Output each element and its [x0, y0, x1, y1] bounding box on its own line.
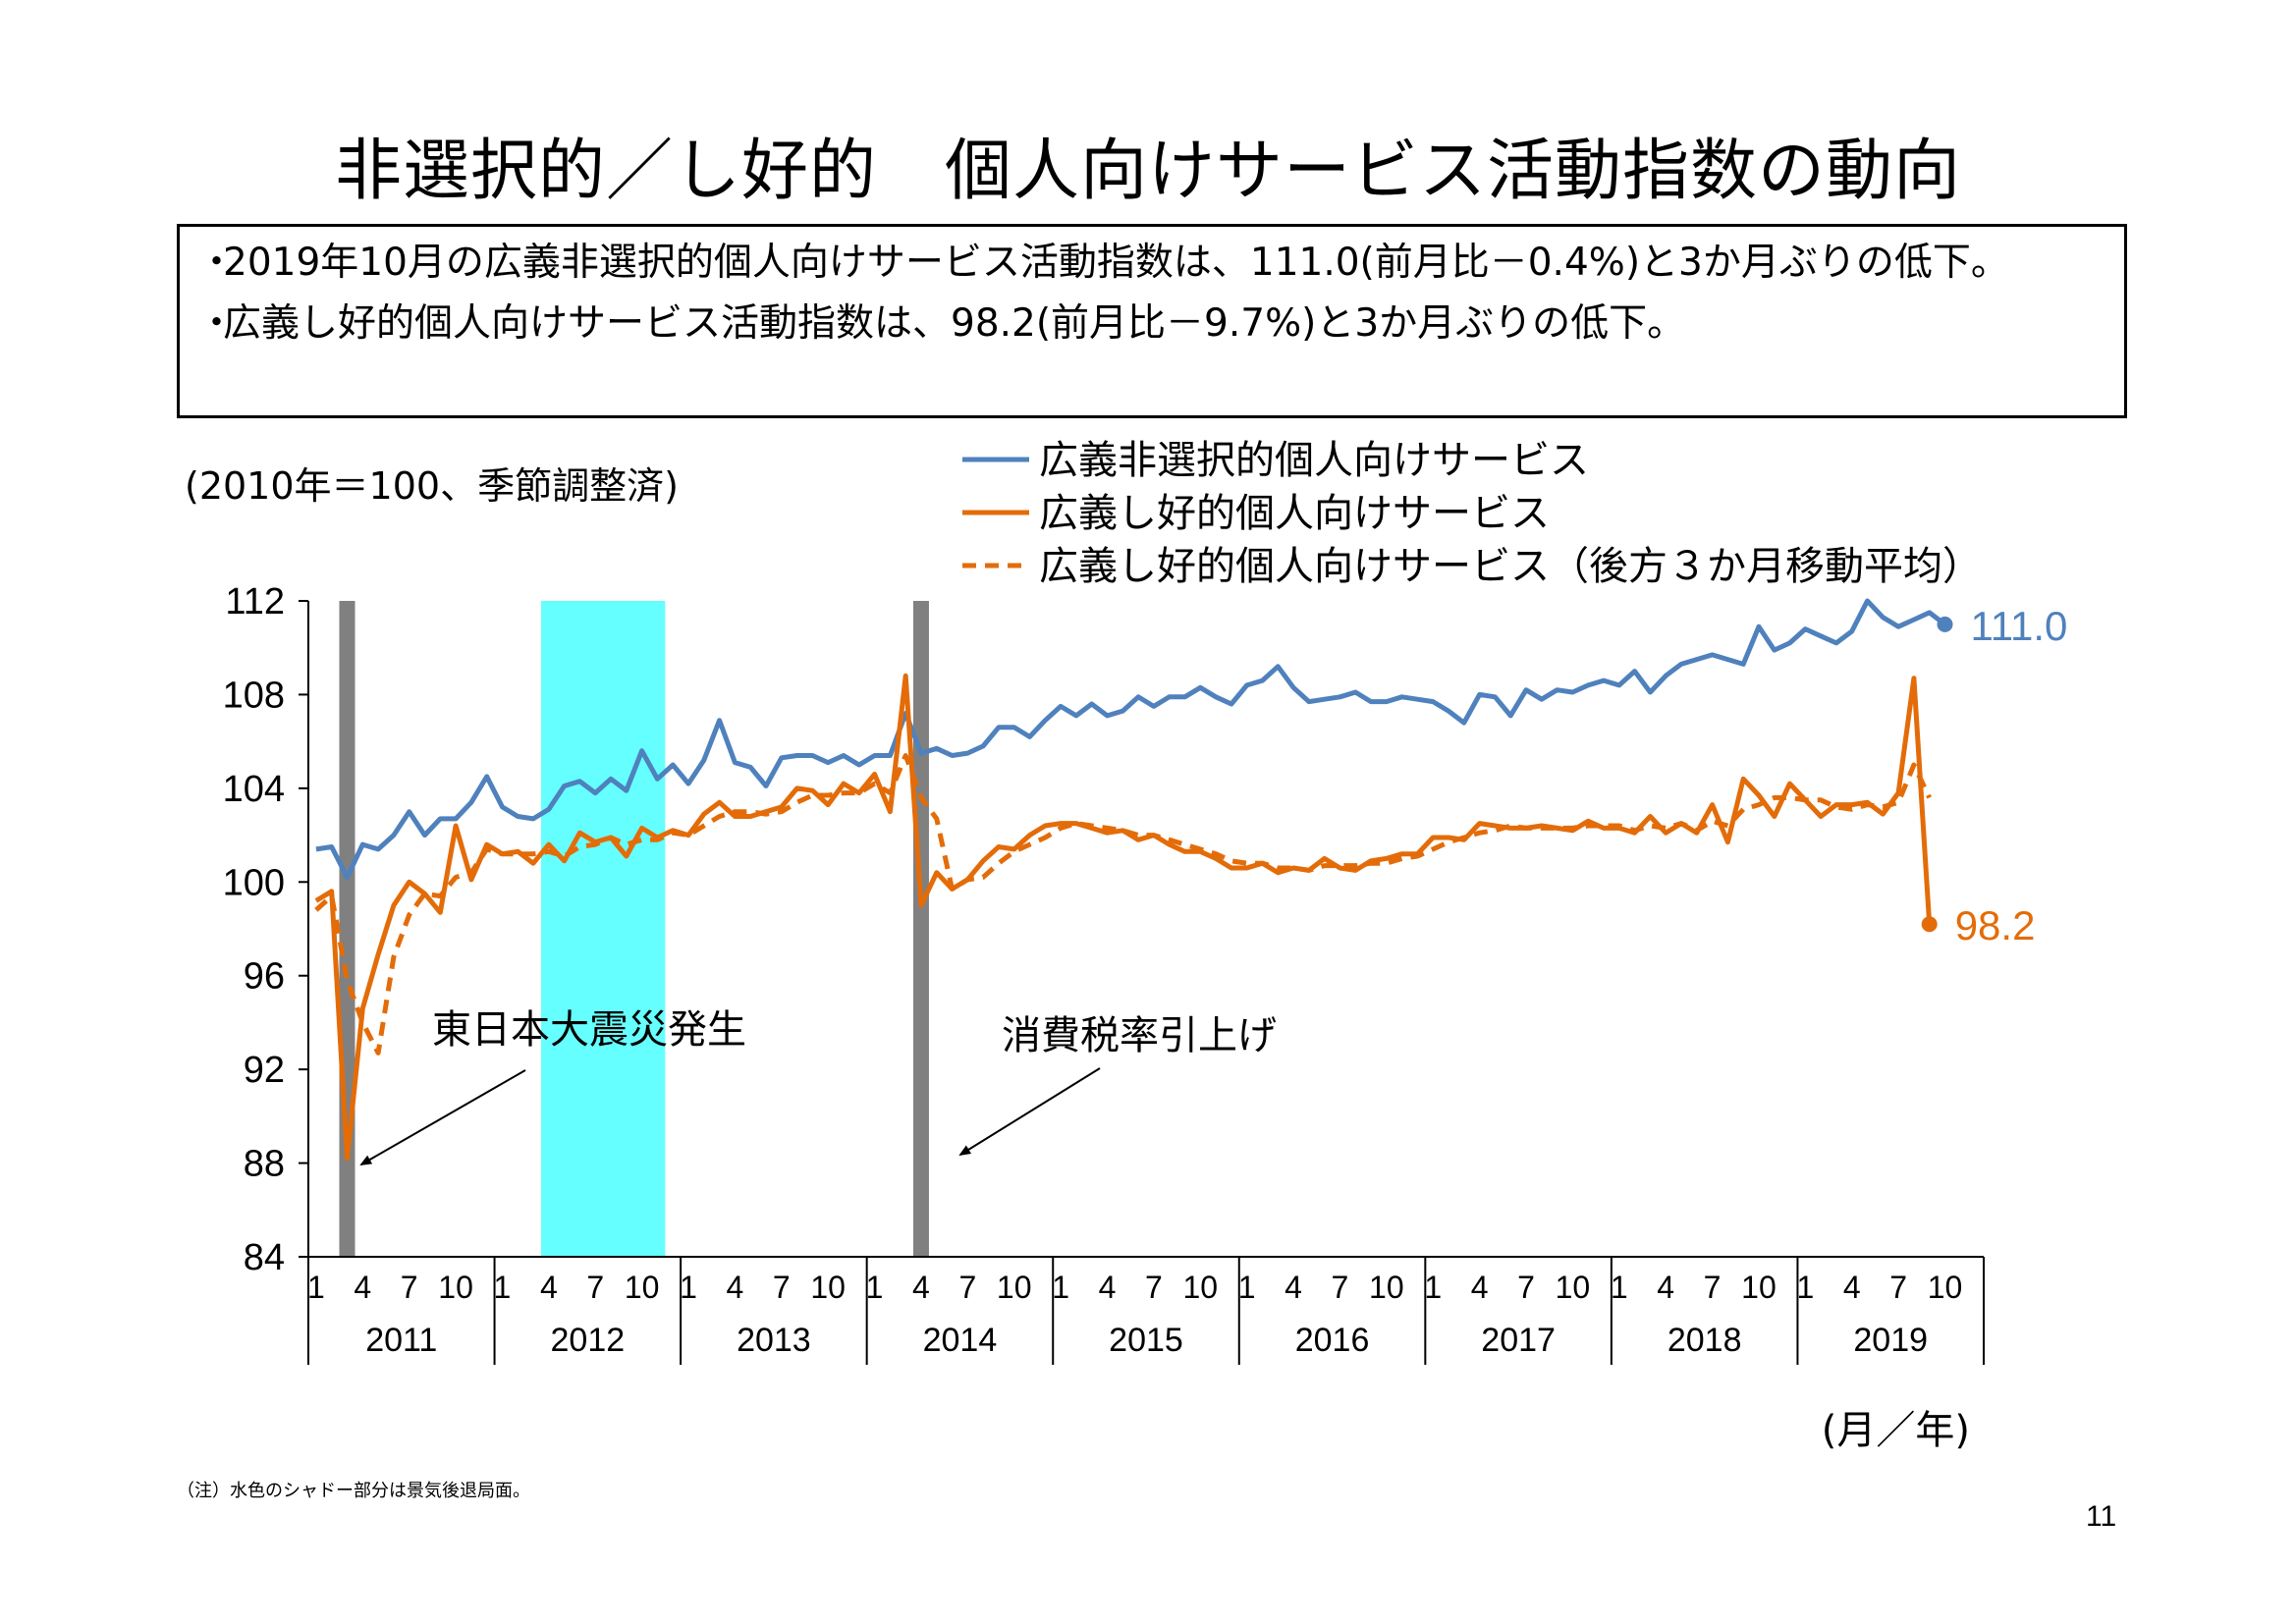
- x-month-label: 7: [586, 1270, 604, 1305]
- x-year-label: 2019: [1853, 1322, 1928, 1359]
- x-month-label: 7: [1889, 1270, 1907, 1305]
- x-month-label: 7: [1332, 1270, 1349, 1305]
- y-tick-label: 88: [244, 1144, 285, 1185]
- annotation-label: 消費税率引上げ: [1002, 1013, 1277, 1058]
- y-tick-label: 96: [244, 956, 285, 998]
- annotation-arrow: [359, 1069, 526, 1165]
- x-year-label: 2015: [1109, 1322, 1183, 1359]
- legend-label: 広義非選択的個人向けサービス: [1039, 438, 1589, 483]
- x-month-label: 10: [625, 1270, 660, 1305]
- x-month-label: 1: [866, 1270, 884, 1305]
- shade-layer: [339, 601, 929, 1257]
- series-layer: [314, 598, 1953, 1162]
- unit-note: (2010年＝100、季節調整済): [185, 464, 679, 508]
- x-month-label: 10: [438, 1270, 473, 1305]
- legend-label: 広義し好的個人向けサービス（後方３か月移動平均）: [1039, 544, 1982, 589]
- x-year-label: 2011: [365, 1322, 437, 1359]
- summary-item: ・ 2019年10月の広義非選択的個人向けサービス活動指数は、111.0(前月比…: [197, 241, 2106, 286]
- x-month-label: 4: [726, 1270, 743, 1305]
- y-tick-label: 92: [244, 1050, 285, 1091]
- x-month-label: 10: [1741, 1270, 1777, 1305]
- x-month-label: 4: [540, 1270, 558, 1305]
- y-tick-label: 100: [223, 862, 285, 903]
- annotation-arrow: [958, 1067, 1101, 1157]
- summary-text: 2019年10月の広義非選択的個人向けサービス活動指数は、111.0(前月比－0…: [223, 241, 2009, 285]
- x-year-label: 2016: [1295, 1322, 1370, 1359]
- x-year-label: 2017: [1481, 1322, 1556, 1359]
- x-month-label: 1: [1611, 1270, 1628, 1305]
- x-month-label: 1: [680, 1270, 697, 1305]
- series-end-label: 98.2: [1955, 902, 2036, 948]
- series-end-label: 111.0: [1971, 603, 2068, 649]
- page-number: 11: [2086, 1500, 2117, 1533]
- x-month-label: 4: [1657, 1270, 1674, 1305]
- x-year-label: 2012: [551, 1322, 626, 1359]
- x-month-label: 4: [1285, 1270, 1302, 1305]
- label-layer: 111.0 98.2: [1955, 603, 2068, 948]
- y-tick-label: 104: [223, 769, 285, 810]
- series-line: [315, 598, 1947, 880]
- x-month-label: 4: [912, 1270, 930, 1305]
- summary-item: ・ 広義し好的個人向けサービス活動指数は、98.2(前月比－9.7%)と3か月ぶ…: [197, 301, 2106, 347]
- x-year-label: 2018: [1667, 1322, 1742, 1359]
- summary-box: ・ 2019年10月の広義非選択的個人向けサービス活動指数は、111.0(前月比…: [177, 224, 2127, 418]
- series-line: [314, 753, 1932, 1056]
- x-month-label: 10: [997, 1270, 1032, 1305]
- x-month-label: 1: [494, 1270, 512, 1305]
- x-month-label: 4: [1471, 1270, 1489, 1305]
- x-axis-title: (月／年): [1822, 1408, 1970, 1453]
- series-end-marker: [1921, 916, 1938, 933]
- x-month-label: 7: [1704, 1270, 1722, 1305]
- legend-label: 広義し好的個人向けサービス: [1039, 491, 1550, 536]
- x-month-label: 1: [307, 1270, 325, 1305]
- legend: 広義非選択的個人向けサービス広義し好的個人向けサービス広義し好的個人向けサービス…: [185, 438, 1982, 589]
- annotations: 東日本大震災発生 消費税率引上げ: [359, 1007, 1277, 1165]
- x-month-label: 10: [1182, 1270, 1218, 1305]
- y-tick-label: 84: [244, 1237, 285, 1278]
- annotation-label: 東日本大震災発生: [432, 1007, 746, 1053]
- x-month-label: 7: [1145, 1270, 1163, 1305]
- x-month-label: 7: [401, 1270, 418, 1305]
- recession-shade: [540, 601, 666, 1257]
- x-month-label: 7: [1517, 1270, 1535, 1305]
- summary-text: 広義し好的個人向けサービス活動指数は、98.2(前月比－9.7%)と3か月ぶりの…: [223, 301, 1686, 346]
- event-bar: [912, 601, 929, 1257]
- series-end-marker: [1937, 616, 1953, 632]
- x-month-label: 1: [1238, 1270, 1256, 1305]
- x-month-label: 7: [958, 1270, 976, 1305]
- x-month-label: 4: [1099, 1270, 1117, 1305]
- x-month-label: 7: [773, 1270, 791, 1305]
- y-tick-label: 108: [223, 675, 285, 716]
- x-month-label: 4: [354, 1270, 371, 1305]
- footnote: （注）水色のシャドー部分は景気後退局面。: [177, 1481, 530, 1501]
- x-month-label: 10: [1369, 1270, 1404, 1305]
- x-month-label: 1: [1424, 1270, 1442, 1305]
- x-year-label: 2013: [737, 1322, 811, 1359]
- x-month-label: 10: [1556, 1270, 1591, 1305]
- x-month-label: 1: [1796, 1270, 1814, 1305]
- x-month-label: 10: [810, 1270, 846, 1305]
- x-month-label: 1: [1052, 1270, 1069, 1305]
- y-tick-label: 112: [225, 581, 285, 623]
- x-year-label: 2014: [923, 1322, 998, 1359]
- x-month-label: 10: [1928, 1270, 1963, 1305]
- page-title: 非選択的／し好的 個人向けサービス活動指数の動向: [334, 133, 1961, 210]
- x-month-label: 4: [1843, 1270, 1861, 1305]
